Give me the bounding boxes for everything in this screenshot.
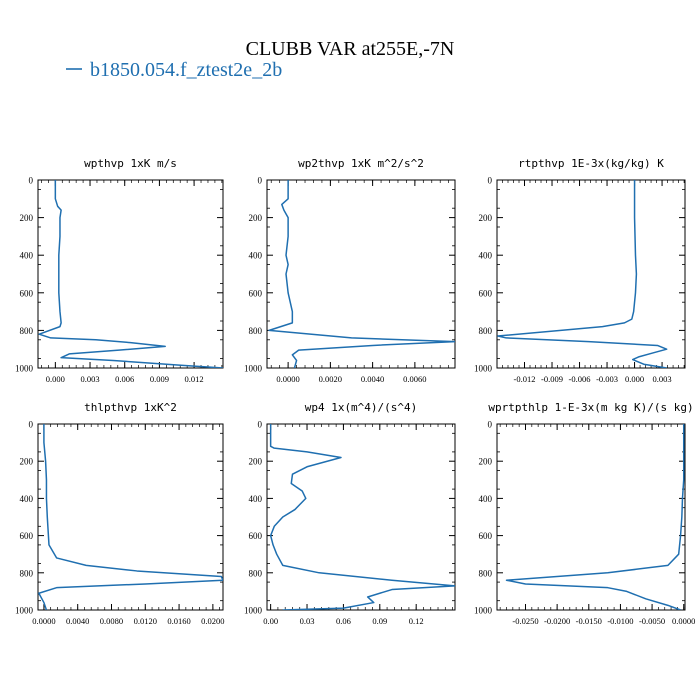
chart-panel-3: rtpthvp 1E-3x(kg/kg) K 0 200 400 600 800 1000 -…	[474, 157, 686, 384]
x-tick-label: 0.0000	[672, 616, 695, 626]
x-tick-label: 0.003	[80, 374, 99, 384]
x-tick-label: -0.0250	[512, 616, 538, 626]
panel-title: rtpthvp 1E-3x(kg/kg) K	[518, 157, 664, 170]
plot-frame	[266, 179, 456, 369]
figure-title: CLUBB VAR at255E,-7N	[246, 38, 455, 60]
y-tick-label: 400	[479, 251, 493, 261]
x-tick-label: 0.000	[625, 374, 644, 384]
x-tick-label: 0.0080	[100, 616, 123, 626]
y-tick-label: 1000	[244, 364, 263, 374]
y-tick-label: 800	[20, 568, 34, 578]
y-tick-label: 200	[20, 457, 34, 467]
series-line	[38, 180, 223, 368]
x-tick-label: 0.0060	[403, 374, 426, 384]
x-tick-label: 0.006	[115, 374, 134, 384]
y-tick-label: 0	[488, 420, 493, 430]
legend-label: b1850.054.f_ztest2e_2b	[90, 59, 282, 81]
y-tick-label: 0	[258, 176, 263, 186]
x-tick-label: 0.0040	[361, 374, 384, 384]
y-tick-label: 400	[249, 494, 263, 504]
x-tick-label: -0.0100	[607, 616, 633, 626]
y-tick-label: 800	[249, 326, 263, 336]
y-tick-label: 200	[249, 457, 263, 467]
y-tick-label: 800	[479, 326, 493, 336]
chart-panel-2: wp2thvp 1xK m^2/s^2 0 200 400 600 800 1000 0.00…	[244, 157, 456, 384]
series-line	[269, 424, 455, 610]
x-tick-label: 0.00	[263, 616, 278, 626]
figure-legend: b1850.054.f_ztest2e_2b	[66, 59, 282, 81]
y-tick-label: 200	[479, 457, 493, 467]
x-tick-label: 0.12	[409, 616, 424, 626]
y-tick-label: 200	[20, 213, 34, 223]
plot-frame	[37, 423, 224, 611]
y-tick-label: 400	[20, 251, 34, 261]
y-tick-label: 200	[249, 213, 263, 223]
plot-frame	[266, 423, 456, 611]
panel-title: thlpthvp 1xK^2	[84, 401, 177, 414]
x-tick-label: 0.0000	[276, 374, 299, 384]
y-tick-label: 200	[479, 213, 493, 223]
panel-title: wprtpthlp 1-E-3x(m kg K)/(s kg)	[488, 401, 693, 414]
y-tick-label: 0	[29, 420, 34, 430]
y-tick-label: 600	[249, 531, 263, 541]
y-tick-label: 400	[20, 494, 34, 504]
x-tick-label: 0.0160	[167, 616, 190, 626]
x-tick-label: -0.0050	[639, 616, 665, 626]
y-tick-label: 800	[479, 568, 493, 578]
plot-frame	[37, 179, 224, 369]
x-tick-label: 0.0020	[319, 374, 342, 384]
series-line	[497, 180, 668, 368]
series-line	[268, 180, 455, 368]
x-tick-label: 0.0200	[201, 616, 224, 626]
y-tick-label: 600	[20, 288, 34, 298]
x-tick-label: 0.012	[185, 374, 204, 384]
x-tick-label: -0.0200	[544, 616, 570, 626]
y-tick-label: 1000	[15, 364, 34, 374]
x-tick-label: 0.003	[653, 374, 672, 384]
y-tick-label: 600	[479, 531, 493, 541]
x-tick-label: 0.09	[372, 616, 387, 626]
x-tick-label: 0.0000	[32, 616, 55, 626]
y-tick-label: 0	[29, 176, 34, 186]
series-line	[38, 424, 223, 610]
y-tick-label: 1000	[15, 606, 34, 616]
x-tick-label: 0.0120	[134, 616, 157, 626]
panel-title: wp2thvp 1xK m^2/s^2	[298, 157, 424, 170]
x-tick-label: -0.006	[569, 374, 591, 384]
y-tick-label: 600	[249, 288, 263, 298]
x-tick-label: 0.000	[46, 374, 65, 384]
y-tick-label: 1000	[474, 606, 493, 616]
y-tick-label: 600	[479, 288, 493, 298]
x-tick-label: 0.06	[336, 616, 351, 626]
y-tick-label: 800	[20, 326, 34, 336]
x-tick-label: -0.009	[541, 374, 563, 384]
x-tick-label: 0.0040	[66, 616, 89, 626]
y-tick-label: 400	[479, 494, 493, 504]
y-tick-label: 400	[249, 251, 263, 261]
panel-title: wp4 1x(m^4)/(s^4)	[305, 401, 418, 414]
chart-panel-1: wpthvp 1xK m/s 0 200 400 600 800 1000 0.000 0.00…	[15, 157, 224, 384]
y-tick-label: 600	[20, 531, 34, 541]
plot-frame	[496, 179, 686, 369]
y-tick-label: 1000	[244, 606, 263, 616]
y-tick-label: 0	[258, 420, 263, 430]
y-tick-label: 1000	[474, 364, 493, 374]
x-tick-label: 0.03	[300, 616, 315, 626]
y-tick-label: 0	[488, 176, 493, 186]
series-line	[505, 424, 685, 610]
x-tick-label: 0.009	[150, 374, 169, 384]
x-tick-label: -0.012	[514, 374, 536, 384]
chart-panel-6: wprtpthlp 1-E-3x(m kg K)/(s kg) 0 200 400 60…	[474, 401, 695, 626]
x-tick-label: -0.003	[596, 374, 618, 384]
x-tick-label: -0.0150	[576, 616, 602, 626]
y-tick-label: 800	[249, 568, 263, 578]
panel-title: wpthvp 1xK m/s	[84, 157, 177, 170]
plot-frame	[496, 423, 686, 611]
